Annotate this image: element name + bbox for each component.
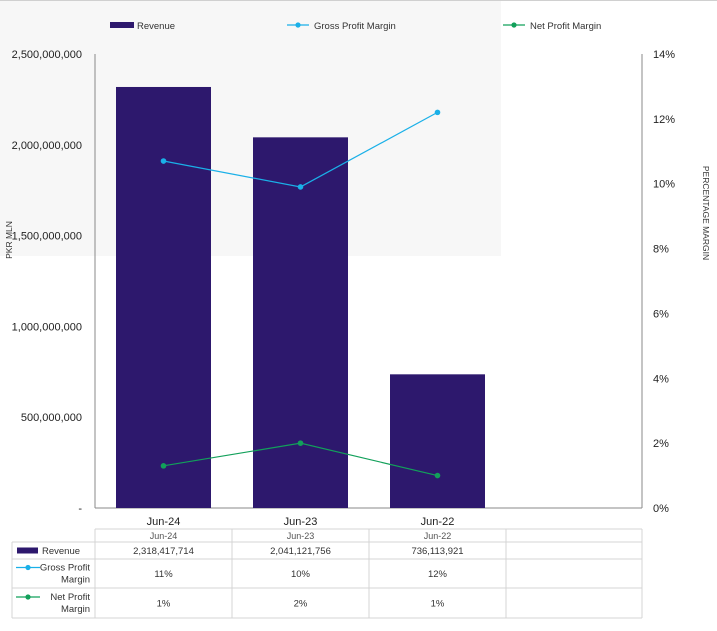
table-cell: 2% xyxy=(294,599,308,610)
y-tick-label: 1,000,000,000 xyxy=(12,321,82,333)
table-legend-key-revenue xyxy=(17,547,38,554)
table-row-label: Net Profit xyxy=(50,592,90,603)
series-point-0 xyxy=(297,184,304,190)
x-tick-label: Jun-22 xyxy=(421,516,455,528)
y-tick-label: - xyxy=(78,503,82,515)
table-row-label: Gross Profit xyxy=(40,563,91,574)
legend-label-1: Gross Profit Margin xyxy=(314,21,396,32)
table-row-label: Margin xyxy=(61,575,90,586)
y2-tick-label: 2% xyxy=(653,438,669,450)
y2-tick-label: 10% xyxy=(653,179,675,191)
y2-tick-label: 0% xyxy=(653,503,669,515)
series-point-0 xyxy=(434,109,441,116)
table-legend-key-marker xyxy=(25,594,31,600)
table-legend-key-marker xyxy=(25,564,31,571)
legend-label-0: Revenue xyxy=(137,21,175,32)
table-row-label: Revenue xyxy=(42,546,80,557)
series-point-0 xyxy=(160,158,167,164)
y2-tick-label: 14% xyxy=(653,49,675,61)
plot-background-panel xyxy=(0,0,501,256)
table-cell: 10% xyxy=(291,569,311,580)
legend-swatch-revenue xyxy=(110,22,134,28)
y2-tick-label: 4% xyxy=(653,373,669,385)
y2-tick-label: 8% xyxy=(653,244,669,256)
table-cell: 11% xyxy=(154,569,173,580)
table-cell: 2,318,417,714 xyxy=(133,546,194,557)
y-tick-label: 2,500,000,000 xyxy=(12,49,82,61)
y-tick-label: 2,000,000,000 xyxy=(12,140,82,152)
y2-tick-label: 12% xyxy=(653,114,675,126)
y-axis-title: PKR MLN xyxy=(4,221,14,259)
table-header-cell: Jun-22 xyxy=(424,531,452,541)
series-point-1 xyxy=(434,472,441,479)
revenue-bar xyxy=(116,86,211,508)
y-tick-label: 500,000,000 xyxy=(21,412,82,424)
legend-marker-1 xyxy=(295,22,301,28)
table-cell: 12% xyxy=(428,569,448,580)
revenue-bar xyxy=(390,374,485,508)
legend-marker-2 xyxy=(511,22,517,28)
table-cell: 1% xyxy=(157,599,171,610)
y2-axis-title: PERCENTAGE MARGIN xyxy=(701,166,711,260)
y-tick-label: 1,500,000,000 xyxy=(12,231,82,243)
series-point-1 xyxy=(297,440,304,446)
table-cell: 2,041,121,756 xyxy=(270,546,331,557)
x-tick-label: Jun-23 xyxy=(284,516,318,528)
table-cell: 736,113,921 xyxy=(411,546,463,557)
table-header-cell: Jun-24 xyxy=(150,531,178,541)
legend-label-2: Net Profit Margin xyxy=(530,21,601,32)
series-point-1 xyxy=(160,463,167,469)
table-header-cell: Jun-23 xyxy=(287,531,315,541)
x-tick-label: Jun-24 xyxy=(147,516,181,528)
revenue-bar xyxy=(253,137,348,509)
table-cell: 1% xyxy=(431,599,445,610)
y2-tick-label: 6% xyxy=(653,308,669,320)
table-row-label: Margin xyxy=(61,604,90,615)
